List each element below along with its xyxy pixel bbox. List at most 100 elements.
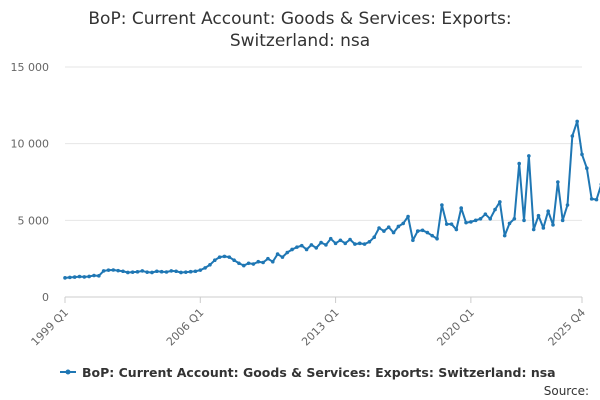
- legend-marker: [65, 369, 71, 375]
- data-point-17: [145, 270, 149, 274]
- data-point-65: [377, 226, 381, 230]
- data-point-21: [164, 270, 169, 274]
- data-point-109: [589, 197, 594, 201]
- data-point-99: [541, 226, 546, 230]
- data-point-25: [183, 270, 188, 274]
- x-tick-label-1: 2006 Q1: [164, 306, 207, 349]
- data-point-105: [570, 134, 575, 138]
- data-point-74: [420, 228, 425, 233]
- y-tick-label-2: 10 000: [11, 138, 50, 151]
- data-point-39: [251, 262, 256, 266]
- data-point-46: [285, 250, 290, 255]
- data-point-0: [63, 276, 67, 280]
- data-point-101: [551, 223, 555, 227]
- data-point-91: [502, 233, 507, 238]
- data-point-15: [135, 270, 140, 274]
- y-tick-label-1: 5 000: [18, 214, 50, 227]
- data-point-79: [444, 222, 449, 226]
- data-point-44: [275, 252, 280, 256]
- data-point-32: [217, 255, 222, 259]
- chart-title-line-1: BoP: Current Account: Goods & Services: …: [88, 9, 511, 29]
- data-point-56: [333, 241, 338, 246]
- legend[interactable]: BoP: Current Account: Goods & Services: …: [60, 365, 556, 380]
- data-point-8: [101, 269, 106, 273]
- x-tick-label-2: 2013 Q1: [299, 306, 342, 349]
- data-point-22: [169, 269, 174, 273]
- data-point-27: [193, 269, 198, 274]
- data-point-107: [580, 152, 584, 157]
- data-point-98: [536, 213, 541, 218]
- data-point-89: [493, 207, 497, 212]
- data-point-40: [256, 259, 261, 264]
- data-point-84: [469, 220, 473, 224]
- data-point-5: [87, 274, 91, 279]
- data-point-19: [155, 269, 159, 274]
- data-point-94: [517, 161, 521, 166]
- data-point-110: [594, 197, 599, 202]
- data-point-102: [556, 180, 560, 184]
- data-point-78: [440, 203, 444, 207]
- data-point-41: [261, 260, 265, 265]
- data-point-64: [372, 235, 377, 239]
- data-point-75: [425, 230, 430, 235]
- data-point-72: [411, 238, 415, 243]
- data-point-83: [464, 220, 468, 225]
- data-point-20: [159, 269, 164, 274]
- data-point-69: [396, 224, 401, 229]
- data-point-71: [406, 214, 410, 219]
- data-point-38: [246, 261, 251, 266]
- data-point-85: [473, 218, 478, 223]
- data-point-96: [527, 154, 531, 158]
- data-point-23: [174, 269, 178, 274]
- data-point-93: [512, 217, 517, 221]
- data-point-57: [338, 238, 343, 243]
- data-point-100: [546, 209, 550, 213]
- data-point-60: [353, 242, 357, 246]
- data-point-31: [212, 258, 217, 263]
- data-point-77: [435, 236, 439, 241]
- data-point-59: [348, 237, 352, 242]
- data-point-87: [483, 212, 488, 216]
- data-point-49: [299, 243, 304, 248]
- data-point-10: [111, 268, 116, 272]
- data-point-36: [237, 261, 241, 266]
- data-point-108: [585, 166, 589, 170]
- x-tick-label-0: 1999 Q1: [29, 306, 72, 349]
- data-point-7: [97, 274, 101, 278]
- data-point-92: [507, 221, 512, 226]
- data-point-29: [203, 266, 207, 270]
- y-axis-tick-labels: 0 5 000 10 000 15 000: [11, 61, 50, 304]
- x-axis: 1999 Q1 2006 Q1 2013 Q1 2020 Q1 2025 Q4: [29, 296, 588, 349]
- data-point-33: [222, 254, 227, 259]
- plot-area: [63, 119, 600, 280]
- gridlines: [65, 66, 582, 221]
- data-point-54: [324, 243, 328, 247]
- data-point-76: [430, 233, 435, 238]
- data-point-82: [459, 206, 464, 210]
- data-point-51: [309, 243, 314, 247]
- data-point-63: [367, 240, 372, 244]
- y-tick-label-3: 15 000: [11, 61, 50, 74]
- data-point-66: [382, 229, 386, 233]
- data-point-97: [531, 227, 536, 232]
- data-point-37: [241, 263, 246, 268]
- data-point-48: [295, 245, 299, 249]
- data-point-80: [449, 222, 454, 226]
- data-point-24: [179, 270, 183, 275]
- data-point-50: [304, 247, 309, 252]
- data-point-70: [401, 221, 406, 226]
- data-point-86: [478, 217, 483, 221]
- data-point-30: [208, 263, 212, 267]
- data-point-43: [270, 259, 275, 264]
- data-point-45: [280, 255, 285, 259]
- data-point-58: [343, 241, 348, 246]
- data-point-4: [82, 275, 87, 279]
- data-point-34: [227, 255, 232, 259]
- data-point-68: [391, 230, 396, 235]
- data-point-47: [290, 247, 294, 252]
- data-point-67: [386, 225, 391, 230]
- data-point-28: [198, 268, 203, 272]
- series-line: [64, 120, 600, 279]
- data-point-95: [522, 218, 526, 223]
